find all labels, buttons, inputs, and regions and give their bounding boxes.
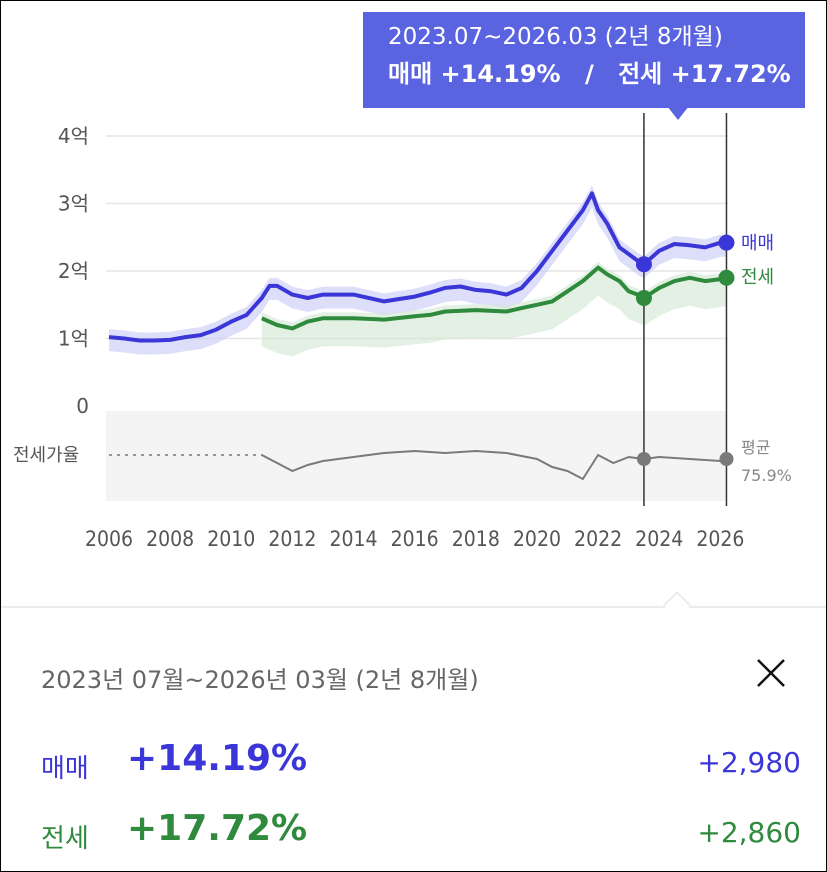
- tooltip-jeonse-label: 전세: [618, 60, 663, 88]
- series-line-jeonse: [260, 265, 727, 331]
- x-tick-label: 2022: [574, 527, 622, 551]
- marker-sale-start: [635, 256, 652, 273]
- x-tick-label: 2010: [207, 527, 255, 551]
- summary-sale-amount: +2,980: [697, 746, 801, 779]
- summary-panel: 2023년 07월~2026년 03월 (2년 8개월) 매매 +14.19% …: [1, 608, 826, 871]
- ratio-panel-background: [106, 411, 726, 501]
- y-tick-label: 4억: [58, 124, 89, 148]
- x-tick-label: 2024: [635, 527, 683, 551]
- marker-ratio-end: [719, 452, 734, 466]
- tooltip-sale-label: 매매: [388, 60, 433, 88]
- ratio-axis-label: 전세가율: [13, 445, 79, 466]
- x-tick-label: 2018: [452, 527, 500, 551]
- x-tick-label: 2014: [330, 527, 378, 551]
- x-tick-label: 2006: [85, 527, 133, 551]
- summary-sale-label: 매매: [41, 754, 89, 784]
- tooltip-period: 2023.07~2026.03 (2년 8개월): [388, 24, 723, 50]
- series-label-jeonse: 전세: [741, 267, 774, 288]
- summary-jeonse-label: 전세: [41, 824, 89, 854]
- series-label-sale: 매매: [741, 233, 774, 254]
- selection-tooltip: 2023.07~2026.03 (2년 8개월) 매매 +14.19% / 전세…: [363, 12, 805, 108]
- panel-divider: [1, 606, 826, 608]
- y-tick-label: 2억: [58, 259, 89, 283]
- x-tick-label: 2016: [391, 527, 439, 551]
- price-chart[interactable]: 4억 3억 2억 1억 0 2006 2008 2010 2012 2014 2016 2018 20…: [1, 1, 826, 601]
- tooltip-arrow: [667, 106, 689, 120]
- tooltip-separator: /: [584, 60, 594, 88]
- summary-row-jeonse: 전세 +17.72% +2,860: [41, 808, 801, 858]
- tooltip-changes: 매매 +14.19% / 전세 +17.72%: [388, 54, 805, 94]
- y-tick-label: 0: [76, 394, 89, 418]
- summary-sale-change: +14.19%: [127, 738, 308, 779]
- summary-row-sale: 매매 +14.19% +2,980: [41, 738, 801, 788]
- marker-jeonse-start: [635, 290, 652, 306]
- summary-period: 2023년 07월~2026년 03월 (2년 8개월): [41, 666, 479, 694]
- x-tick-label: 2020: [513, 527, 561, 551]
- close-icon[interactable]: [751, 653, 791, 693]
- x-tick-label: 2026: [696, 527, 744, 551]
- tooltip-sale-change: +14.19%: [440, 60, 561, 88]
- x-tick-label: 2008: [146, 527, 194, 551]
- y-tick-label: 3억: [58, 192, 89, 216]
- marker-sale-end: [718, 234, 735, 251]
- y-tick-label: 1억: [58, 327, 89, 351]
- summary-jeonse-change: +17.72%: [127, 808, 308, 849]
- marker-jeonse-end: [718, 269, 735, 286]
- ratio-average-label: 평균: [741, 438, 770, 457]
- ratio-average-value: 75.9%: [741, 466, 792, 485]
- marker-ratio-start: [636, 452, 651, 466]
- tooltip-jeonse-change: +17.72%: [670, 60, 791, 88]
- x-tick-label: 2012: [268, 527, 316, 551]
- summary-jeonse-amount: +2,860: [697, 816, 801, 849]
